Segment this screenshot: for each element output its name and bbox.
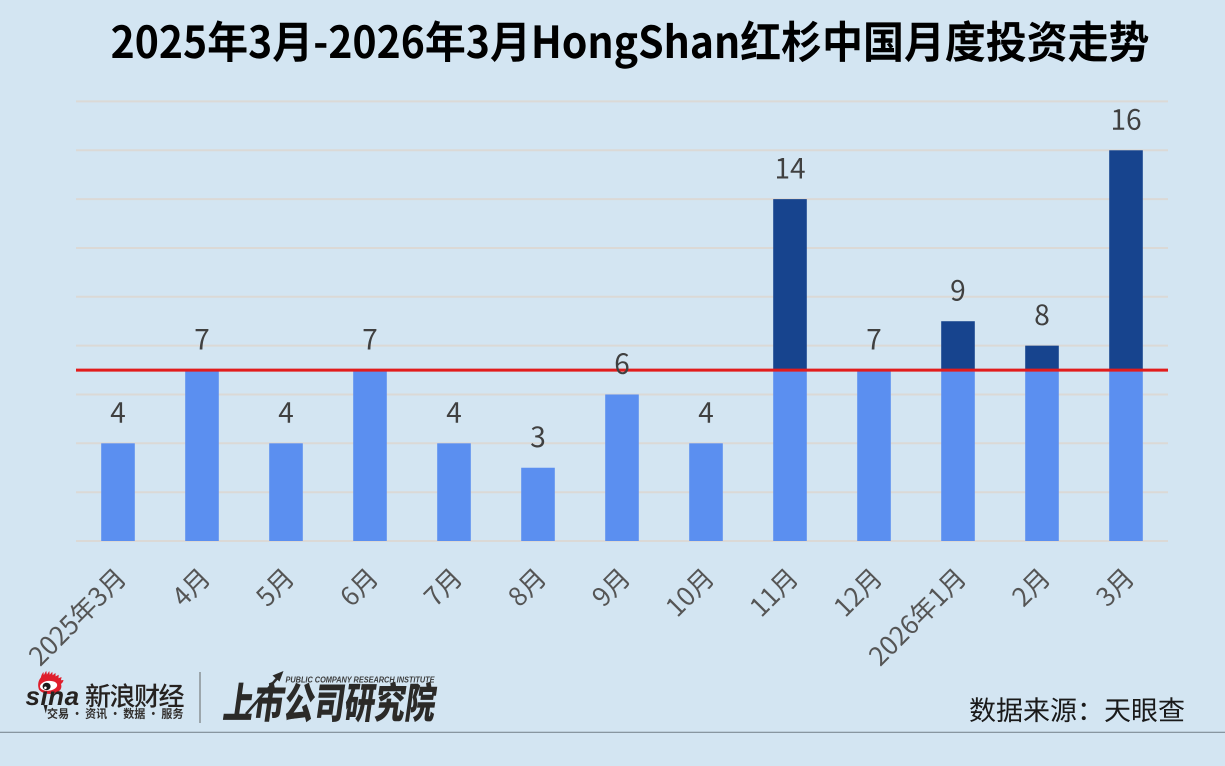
svg-text:sına: sına	[26, 681, 80, 711]
svg-text:PUBLIC COMPANY RESEARCH INSTIT: PUBLIC COMPANY RESEARCH INSTITUTE	[286, 676, 436, 685]
